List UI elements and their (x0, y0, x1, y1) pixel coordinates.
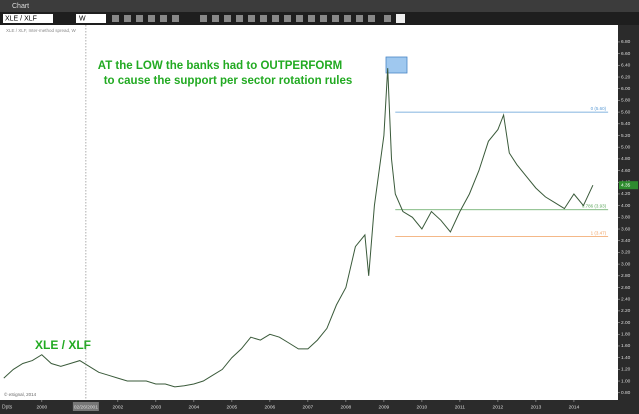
y-tick-label: 0.80 (621, 390, 631, 396)
title-bar (0, 0, 639, 12)
y-tick-label: 1.80 (621, 332, 631, 338)
corner-label: Dpts (2, 404, 13, 410)
y-tick-label: 1.60 (621, 343, 631, 349)
y-tick-label: 2.00 (621, 320, 631, 326)
y-tick-label: 6.80 (621, 39, 631, 45)
y-tick-label: 3.80 (621, 215, 631, 221)
y-tick-label: 3.40 (621, 238, 631, 244)
x-tick-label: 2014 (569, 404, 580, 410)
annotation: XLE / XLF (35, 338, 91, 352)
annotation: AT the LOW the banks had to OUTPERFORM (98, 60, 342, 72)
x-tick-label: 2003 (150, 404, 161, 410)
y-tick-label: 6.40 (621, 63, 631, 69)
y-tick-label: 5.00 (621, 144, 631, 150)
y-tick-label: 5.60 (621, 109, 631, 115)
y-tick-label: 3.60 (621, 226, 631, 232)
last-price-label: 4.35 (621, 182, 631, 188)
y-tick-label: 1.20 (621, 367, 631, 373)
interval-input[interactable] (76, 14, 106, 23)
last-price-box (619, 181, 638, 190)
y-tick-label: 2.60 (621, 285, 631, 291)
interval-text: W (79, 15, 86, 22)
y-tick-label: 3.00 (621, 261, 631, 267)
fib-label: 1 (3.47) (591, 230, 607, 235)
highlight-box (385, 56, 408, 74)
y-tick-label: 5.40 (621, 121, 631, 127)
y-tick-label: 5.20 (621, 133, 631, 139)
y-tick-label: 6.60 (621, 51, 631, 57)
x-tick-label: 2009 (379, 404, 390, 410)
y-tick-label: 3.20 (621, 250, 631, 256)
y-tick-label: 4.00 (621, 203, 631, 209)
fib-label: 0 (5.60) (591, 106, 607, 111)
y-tick-label: 6.20 (621, 74, 631, 80)
y-tick-label: 1.40 (621, 355, 631, 361)
x-tick-label: 2002 (112, 404, 123, 410)
y-axis-area (618, 25, 639, 414)
price-line (3, 68, 594, 388)
crosshair-label-box (72, 402, 99, 411)
y-tick-label: 4.60 (621, 168, 631, 174)
symbol-input[interactable] (3, 14, 53, 23)
x-axis-area (0, 400, 618, 414)
x-tick-label: 2011 (455, 404, 466, 410)
y-tick-label: 2.80 (621, 273, 631, 279)
x-tick-label: 2007 (303, 404, 314, 410)
window-title: Chart (12, 3, 29, 10)
copyright: © eSignal, 2014 (4, 391, 37, 397)
annotation: to cause the support per sector rotation… (104, 75, 353, 87)
y-tick-label: 4.20 (621, 191, 631, 197)
y-tick-label: 2.20 (621, 308, 631, 314)
y-tick-label: 4.80 (621, 156, 631, 162)
x-tick-label: 02/26/2001 (74, 404, 98, 410)
y-tick-label: 5.80 (621, 98, 631, 104)
y-tick-label: 2.40 (621, 296, 631, 302)
symbol-text: XLE / XLF (5, 15, 37, 22)
x-tick-label: 2010 (417, 404, 428, 410)
x-tick-label: 2006 (265, 404, 276, 410)
x-tick-label: 2013 (531, 404, 542, 410)
x-tick-label: 2008 (341, 404, 352, 410)
toolbar (0, 12, 639, 25)
x-tick-label: 2012 (493, 404, 504, 410)
fib-label: 0.786 (3.93) (582, 203, 607, 208)
plot-area (0, 25, 618, 400)
x-tick-label: 2005 (227, 404, 238, 410)
info-line: XLE / XLF, Inter-method spread, W (6, 28, 77, 33)
y-tick-label: 6.00 (621, 86, 631, 92)
x-tick-label: 2004 (189, 404, 200, 410)
y-tick-label: 1.00 (621, 378, 631, 384)
toolbar-icons (112, 14, 405, 23)
x-tick-label: 2000 (36, 404, 47, 410)
